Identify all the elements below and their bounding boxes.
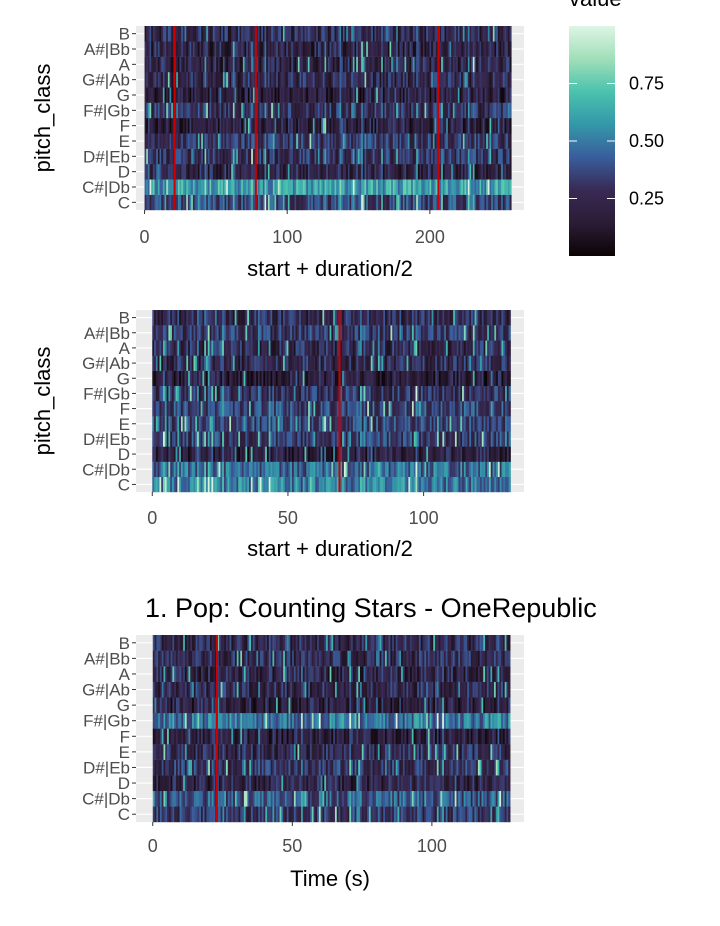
heatmap-tile (510, 195, 512, 211)
x-tick-label: 200 (415, 227, 445, 247)
x-tick-label: 100 (272, 227, 302, 247)
heatmap-tile (510, 149, 512, 165)
x-axis-label: start + duration/2 (247, 256, 413, 281)
y-axis-label: pitch_class (30, 64, 55, 173)
heatmap-tiles (145, 26, 512, 210)
heatmap-tile (510, 72, 512, 88)
heatmap-tile (510, 57, 512, 73)
heatmap-tiles (152, 310, 511, 492)
heatmap-tile (510, 103, 512, 119)
heatmap-tile (510, 118, 512, 134)
y-tick-label: B (119, 25, 130, 44)
heatmap-tile (510, 26, 512, 42)
heatmap-tile (510, 87, 512, 103)
heatmap-tile (510, 179, 512, 195)
x-tick-label: 0 (140, 227, 150, 247)
heatmap-tile (510, 41, 512, 57)
heatmap-tile (510, 133, 512, 149)
heatmap-tile (510, 164, 512, 180)
